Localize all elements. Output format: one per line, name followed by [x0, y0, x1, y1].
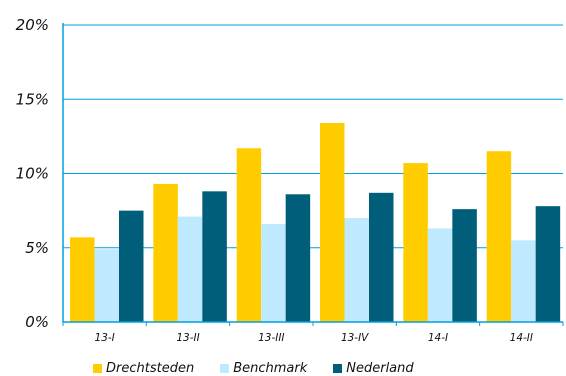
- bar: [427, 228, 453, 322]
- legend: Drechtsteden Benchmark Nederland: [93, 361, 440, 376]
- bar: [486, 151, 512, 322]
- bar: [261, 223, 286, 322]
- x-tick-label: 13-IV: [341, 332, 369, 344]
- bar: [535, 206, 561, 322]
- y-tick-label: 5%: [25, 239, 49, 257]
- legend-label-benchmark: Benchmark: [233, 361, 308, 376]
- legend-label-nederland: Nederland: [346, 361, 414, 376]
- bar: [202, 191, 227, 322]
- y-tick-label: 20%: [16, 16, 49, 34]
- y-tick-label: 10%: [16, 165, 49, 183]
- bar: [94, 249, 119, 322]
- legend-label-drechtsteden: Drechtsteden: [106, 361, 195, 376]
- bar: [119, 210, 144, 322]
- x-tick-label: 13-III: [258, 332, 284, 344]
- legend-swatch-nederland: [333, 364, 343, 373]
- bar: [511, 240, 536, 322]
- legend-swatch-benchmark: [220, 364, 230, 373]
- x-tick-label: 14-II: [510, 332, 533, 344]
- bar: [452, 209, 477, 322]
- bar: [320, 123, 345, 322]
- x-tick-label: 13-II: [176, 332, 199, 344]
- y-tick-label: 0%: [25, 313, 49, 331]
- bar: [344, 218, 369, 322]
- legend-item-nederland: Nederland: [333, 361, 414, 376]
- x-tick-label: 13-I: [95, 332, 115, 344]
- bar: [369, 192, 394, 322]
- bar: [177, 216, 203, 322]
- bar: [153, 183, 178, 322]
- legend-item-drechtsteden: Drechtsteden: [93, 361, 194, 376]
- x-tick-label: 14-I: [428, 332, 448, 344]
- bar: [70, 237, 95, 322]
- bar: [236, 148, 262, 322]
- legend-swatch-drechtsteden: [93, 364, 102, 373]
- bar: [403, 163, 428, 322]
- legend-item-benchmark: Benchmark: [220, 361, 307, 376]
- bar: [285, 194, 311, 322]
- y-tick-label: 15%: [16, 90, 49, 108]
